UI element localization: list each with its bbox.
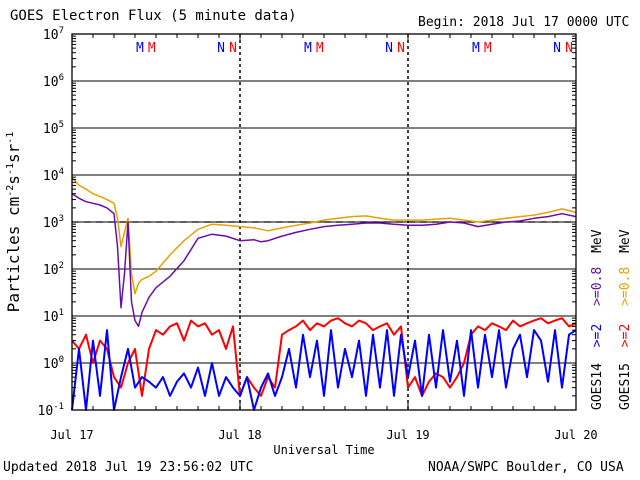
series-lines xyxy=(71,176,577,411)
x-tick-label: Jul 20 xyxy=(554,428,597,442)
marker-label: N xyxy=(565,41,573,56)
y-tick-label: 102 xyxy=(43,261,64,278)
legend-goes14-ge08: >=0.8 xyxy=(590,267,605,306)
legend-goes15-ge08: >=0.8 xyxy=(618,267,633,306)
x-tick-label: Jul 19 xyxy=(386,428,429,442)
x-tick-label: Jul 18 xyxy=(218,428,261,442)
y-tick-label: 105 xyxy=(43,120,64,137)
legend-goes14-ge2: >=2 xyxy=(590,324,605,347)
marker-label: N xyxy=(217,41,225,56)
y-tick-label: 103 xyxy=(43,214,64,231)
x-tick-label: Jul 17 xyxy=(50,428,93,442)
marker-label: N xyxy=(397,41,405,56)
svg-text:GOES15 >=2 >=0.8: GOES15 >=2 >=0.8 MeV xyxy=(618,229,633,410)
marker-label: M xyxy=(472,41,480,56)
y-tick-label: 100 xyxy=(43,355,64,372)
y-tick-label: 106 xyxy=(43,73,64,90)
updated-timestamp: Updated 2018 Jul 19 23:56:02 UTC xyxy=(3,460,254,475)
y-axis-label: Particles cm-2s-1sr-1 xyxy=(4,132,23,313)
x-axis-ticks: Jul 17 Jul 18 Jul 19 Jul 20 xyxy=(50,34,598,442)
series-line xyxy=(71,329,577,411)
series-line xyxy=(71,176,577,295)
credit-label: NOAA/SWPC Boulder, CO USA xyxy=(428,460,624,475)
marker-label: M xyxy=(304,41,312,56)
marker-label: M xyxy=(148,41,156,56)
legend-goes14-label: GOES14 xyxy=(590,363,605,410)
marker-label: M xyxy=(484,41,492,56)
chart-title: GOES Electron Flux (5 minute data) xyxy=(10,8,297,24)
y-tick-label: 10-1 xyxy=(38,402,65,419)
series-line xyxy=(71,317,577,397)
series-line xyxy=(71,193,577,328)
y-axis-ticks: 107 106 105 104 103 102 101 100 10-1 xyxy=(38,26,576,419)
y-tick-label: 107 xyxy=(43,26,64,43)
marker-label: M xyxy=(136,41,144,56)
begin-time-label: Begin: 2018 Jul 17 0000 UTC xyxy=(418,15,630,30)
legend-goes15-unit: MeV xyxy=(618,229,633,253)
marker-label: N xyxy=(385,41,393,56)
legend-goes14-unit: MeV xyxy=(590,229,605,253)
y-tick-label: 101 xyxy=(43,308,64,325)
marker-label: N xyxy=(553,41,561,56)
marker-label: N xyxy=(229,41,237,56)
marker-label: M xyxy=(316,41,324,56)
legend-goes15-label: GOES15 xyxy=(618,363,633,410)
legend-goes14: GOES14 >=2 >=0.8 MeV xyxy=(590,229,605,410)
legend-goes15-ge2: >=2 xyxy=(618,324,633,347)
y-tick-label: 104 xyxy=(43,167,64,184)
svg-text:GOES14 >=2 >=0.8: GOES14 >=2 >=0.8 MeV xyxy=(590,229,605,410)
legend-goes15: GOES15 >=2 >=0.8 MeV xyxy=(618,229,633,410)
x-axis-label: Universal Time xyxy=(273,443,374,457)
